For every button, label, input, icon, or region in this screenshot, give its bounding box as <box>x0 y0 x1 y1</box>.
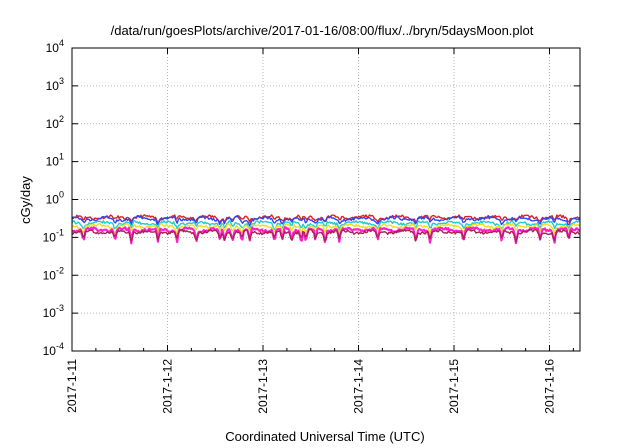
x-tick-label: 2017-1-12 <box>161 359 175 414</box>
series-group <box>71 214 581 245</box>
x-tick-label: 2017-1-16 <box>543 359 557 414</box>
y-tick-label: 10-1 <box>43 227 64 244</box>
series-line <box>71 219 581 231</box>
x-tick-label: 2017-1-15 <box>447 359 461 414</box>
y-axis-label: cGy/day <box>18 176 33 224</box>
x-tick-label: 2017-1-13 <box>256 359 270 414</box>
x-tick-label: 2017-1-14 <box>352 359 366 414</box>
y-tick-label: 10-4 <box>43 341 64 358</box>
grid <box>71 47 580 352</box>
y-tick-label: 102 <box>46 114 64 131</box>
y-tick-label: 101 <box>46 152 64 169</box>
x-tick-label: 2017-1-11 <box>65 359 79 413</box>
series-line <box>71 228 581 243</box>
y-tick-label: 104 <box>46 38 64 55</box>
plot-frame <box>71 47 581 352</box>
chart-title: /data/run/goesPlots/archive/2017-01-16/0… <box>111 23 534 38</box>
y-tick-label: 10-2 <box>43 265 64 282</box>
y-tick-label: 100 <box>46 190 64 207</box>
x-axis-label: Coordinated Universal Time (UTC) <box>225 429 424 444</box>
series-line <box>71 222 581 235</box>
y-tick-label: 103 <box>46 76 64 93</box>
y-axis: 10-4 10-3 10-2 10-1 100 101 102 103 104 <box>43 38 580 358</box>
y-tick-label: 10-3 <box>43 303 64 320</box>
x-axis: 2017-1-11 2017-1-12 2017-1-13 2017-1-14 2017… <box>65 48 574 414</box>
series-line <box>71 215 581 227</box>
